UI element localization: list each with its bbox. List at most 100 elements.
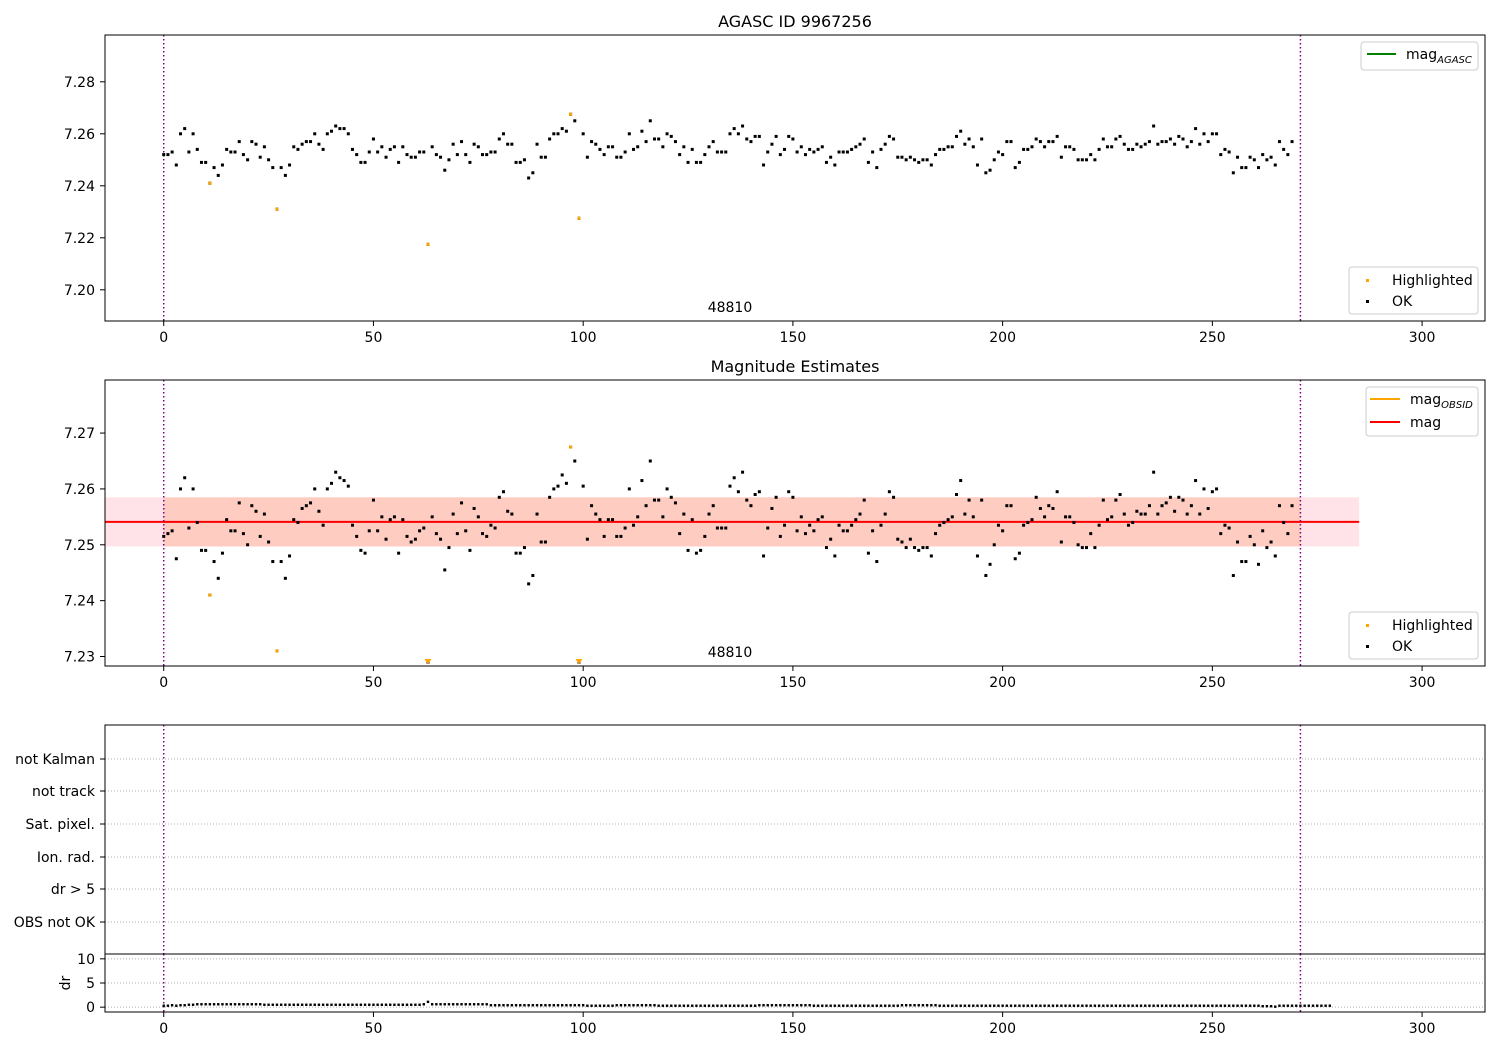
magnitude-ok-point: [564, 481, 568, 485]
agasc-ok-point: [1118, 134, 1122, 138]
agasc-ok-point: [1097, 147, 1101, 151]
dr-xtick-label: 0: [159, 1021, 168, 1037]
magnitude-ok-point: [1273, 554, 1277, 558]
magnitude-offscale-marker: [575, 659, 583, 664]
magnitude-ok-point: [1261, 529, 1265, 533]
agasc-ok-point: [1076, 158, 1080, 162]
dr-point: [598, 1004, 602, 1007]
magnitude-ok-point: [594, 512, 598, 516]
dr-point: [229, 1003, 233, 1006]
magnitude-ok-point: [292, 518, 296, 522]
agasc-ok-point: [514, 160, 518, 164]
agasc-ok-point: [292, 145, 296, 149]
agasc-ok-point: [913, 158, 917, 162]
dr-point: [246, 1003, 249, 1006]
dr-point: [607, 1004, 610, 1007]
magnitude-ok-point: [854, 518, 858, 522]
agasc-ok-point: [543, 155, 547, 159]
agasc-ok-point: [1017, 160, 1021, 164]
agasc-ok-point: [258, 155, 262, 159]
agasc-ok-point: [1038, 140, 1042, 144]
magnitude-ok-point: [300, 506, 304, 510]
magnitude-ok-point: [1173, 509, 1177, 513]
magnitude-ok-point: [338, 476, 342, 480]
magnitude-ok-point: [380, 515, 384, 519]
agasc-ok-point: [1059, 155, 1063, 159]
magnitude-ok-point: [686, 548, 690, 552]
magnitude-ok-point: [959, 479, 963, 483]
agasc-ok-point: [1256, 166, 1260, 170]
dr-point: [984, 1004, 988, 1007]
magnitude-ok-point: [1043, 515, 1047, 519]
agasc-ok-point: [606, 145, 610, 149]
agasc-ok-point: [1252, 158, 1256, 162]
magnitude-ok-point: [522, 546, 526, 550]
dr-point: [1123, 1004, 1126, 1007]
magnitude-ok-point: [1198, 512, 1202, 516]
dr-point: [1144, 1004, 1147, 1007]
agasc-ok-point: [246, 158, 250, 162]
magnitude-ok-point: [179, 487, 183, 491]
magnitude-ok-point: [170, 529, 174, 533]
dr-point: [561, 1004, 564, 1007]
magnitude-ok-point: [778, 534, 782, 538]
magnitude-ok-point: [1055, 490, 1059, 494]
dr-point: [1055, 1004, 1059, 1007]
agasc-ok-point: [967, 137, 971, 141]
magnitude-ok-point: [934, 532, 938, 536]
agasc-ok-point: [1034, 137, 1038, 141]
agasc-ok-point: [204, 160, 208, 164]
agasc-ok-point: [1236, 155, 1240, 159]
magnitude-ok-point: [946, 518, 950, 522]
magnitude-ok-point: [237, 501, 241, 505]
agasc-ok-point: [451, 142, 455, 146]
magnitude-ok-point: [1051, 506, 1055, 510]
dr-point: [472, 1003, 476, 1006]
agasc-ok-point: [795, 150, 799, 154]
dr-xtick-label: 300: [1409, 1021, 1436, 1037]
magnitude-ok-point: [355, 534, 359, 538]
dr-point: [166, 1004, 170, 1007]
magnitude-ok-point: [661, 515, 665, 519]
magnitude-ok-point: [975, 554, 979, 558]
dr-point: [317, 1003, 321, 1006]
dr-point: [699, 1004, 702, 1007]
magnitude-ok-point: [652, 498, 656, 502]
agasc-ok-point: [724, 150, 728, 154]
magnitude-ok-point: [1131, 520, 1135, 524]
dr-point: [892, 1004, 895, 1007]
dr-point: [728, 1004, 732, 1007]
magnitude-ok-point: [682, 512, 686, 516]
agasc-ok-point: [1051, 140, 1055, 144]
agasc-ok-point: [585, 155, 589, 159]
dr-point: [1223, 1004, 1227, 1007]
magnitude-ok-point: [246, 543, 250, 547]
magnitude-legend-obsid-sub: OBSID: [1441, 400, 1473, 411]
dr-point: [493, 1004, 497, 1007]
magnitude-ok-point: [1210, 490, 1214, 494]
agasc-ok-point: [975, 163, 979, 167]
flag-label: Sat. pixel.: [26, 817, 95, 833]
dr-point: [800, 1004, 803, 1007]
dr-point: [179, 1004, 182, 1007]
dr-point: [1265, 1005, 1269, 1008]
dr-point: [1286, 1004, 1290, 1007]
agasc-xtick-label: 200: [989, 330, 1016, 346]
magnitude-ok-point: [1072, 520, 1076, 524]
agasc-ok-point: [313, 132, 317, 136]
dr-point: [795, 1004, 799, 1007]
magnitude-ok-point: [384, 537, 388, 541]
agasc-ok-point: [1168, 137, 1172, 141]
magnitude-highlighted-point: [275, 649, 279, 653]
magnitude-ok-point: [673, 501, 677, 505]
dr-point: [779, 1004, 782, 1007]
agasc-ok-point: [413, 155, 417, 159]
dr-point: [1311, 1004, 1315, 1007]
dr-point: [1043, 1004, 1046, 1007]
magnitude-ok-point: [728, 484, 732, 488]
dr-point: [1139, 1004, 1143, 1007]
dr-point: [540, 1004, 543, 1007]
dr-point: [191, 1003, 195, 1006]
dr-panel-frame: [104, 953, 1486, 1013]
magnitude-panel-annotation: 48810: [708, 645, 753, 661]
